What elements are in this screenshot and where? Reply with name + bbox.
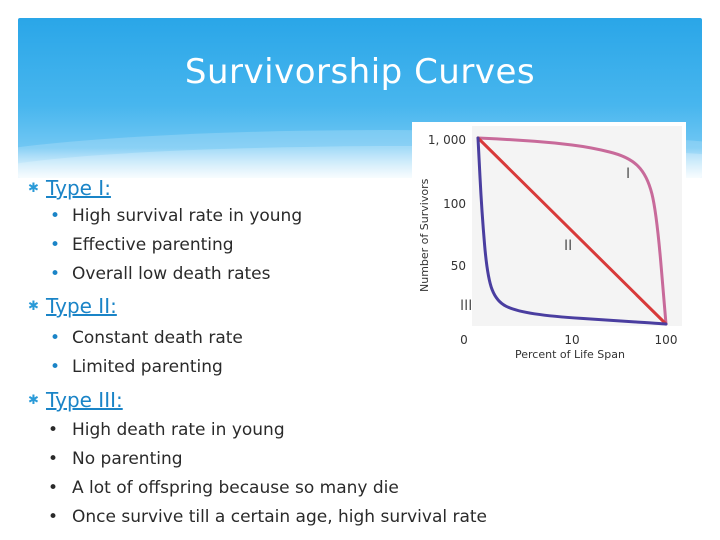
x-axis-label: Percent of Life Span (515, 348, 625, 361)
list-item-text: Constant death rate (72, 328, 243, 348)
plot-area (472, 126, 682, 326)
bullet-dot-icon: • (50, 206, 61, 226)
list-item-text: A lot of offspring because so many die (72, 478, 399, 498)
section-heading-type-i: ✱ Type I: (28, 176, 111, 200)
y-tick-label: 1, 000 (428, 133, 466, 147)
series-line-ii (476, 136, 668, 326)
bullet-dot-icon: • (48, 507, 59, 527)
series-line-i (476, 136, 668, 326)
list-item: • No parenting (48, 449, 183, 469)
bullet-dot-icon: • (48, 420, 59, 440)
bullet-dot-icon: • (50, 235, 61, 255)
section-heading-type-ii: ✱ Type II: (28, 294, 117, 318)
list-item: • A lot of offspring because so many die (48, 478, 399, 498)
list-item: • Constant death rate (50, 328, 243, 348)
bullet-dot-icon: • (50, 328, 61, 348)
list-item-text: Limited parenting (72, 357, 223, 377)
list-item-text: High survival rate in young (72, 206, 303, 226)
list-item: • Limited parenting (50, 357, 223, 377)
list-item-text: High death rate in young (72, 420, 285, 440)
x-tick-label: 0 (460, 333, 468, 347)
x-tick-label: 10 (564, 333, 579, 347)
asterisk-bullet-icon: ✱ (28, 180, 39, 196)
asterisk-bullet-icon: ✱ (28, 298, 39, 314)
list-item: • Overall low death rates (50, 264, 271, 284)
list-item-text: Overall low death rates (72, 264, 271, 284)
heading-text: Type II: (46, 294, 117, 318)
slide-title: Survivorship Curves (184, 52, 536, 92)
bullet-dot-icon: • (50, 264, 61, 284)
list-item: • High survival rate in young (50, 206, 302, 226)
bullet-dot-icon: • (48, 449, 59, 469)
series-line-iii (476, 136, 668, 326)
heading-text: Type III: (46, 388, 123, 412)
y-axis-label: Number of Survivors (418, 178, 431, 292)
bullet-dot-icon: • (50, 357, 61, 377)
heading-text: Type I: (46, 176, 111, 200)
list-item: • Effective parenting (50, 235, 234, 255)
y-tick-label: 50 (451, 259, 466, 273)
list-item-text: Once survive till a certain age, high su… (72, 507, 488, 527)
section-heading-type-iii: ✱ Type III: (28, 388, 123, 412)
x-tick-label: 100 (655, 333, 678, 347)
list-item-text: Effective parenting (72, 235, 234, 255)
asterisk-bullet-icon: ✱ (28, 392, 39, 408)
bullet-dot-icon: • (48, 478, 59, 498)
list-item-text: No parenting (72, 449, 183, 469)
list-item: • Once survive till a certain age, high … (48, 507, 487, 527)
series-label-i: I (626, 166, 630, 182)
list-item: • High death rate in young (48, 420, 285, 440)
series-label-ii: II (564, 238, 572, 254)
series-label-iii: III (460, 298, 472, 314)
y-tick-label: 100 (443, 197, 466, 211)
